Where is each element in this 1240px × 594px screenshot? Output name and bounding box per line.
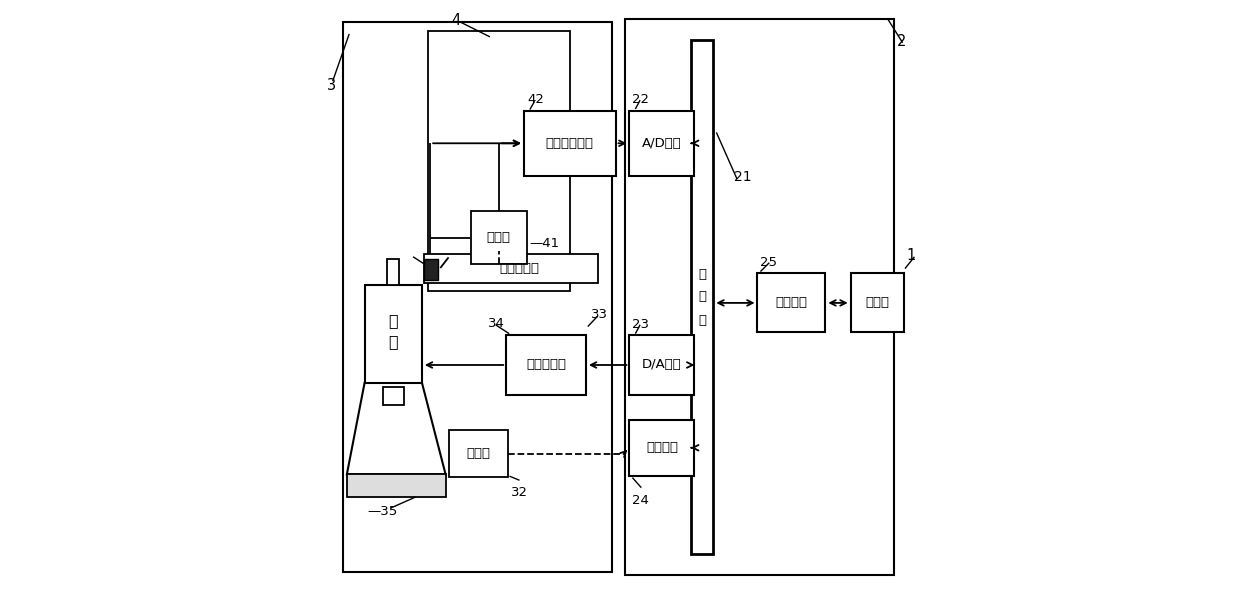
Text: —41: —41 (529, 237, 560, 250)
Text: A/D转换: A/D转换 (642, 137, 682, 150)
Text: 应变片: 应变片 (487, 232, 511, 244)
Text: 电机驱动器: 电机驱动器 (526, 359, 567, 371)
Text: 23: 23 (632, 318, 650, 331)
Text: 2: 2 (897, 34, 906, 49)
Polygon shape (347, 383, 445, 475)
Bar (347, 475, 445, 497)
Bar (424, 254, 598, 283)
Text: 42: 42 (527, 93, 544, 106)
Text: 4: 4 (451, 13, 461, 28)
Text: 电
机: 电 机 (388, 313, 398, 349)
Text: 上位机: 上位机 (866, 296, 889, 309)
Bar (506, 336, 587, 394)
Bar (758, 273, 826, 333)
Text: 柔性机械臂: 柔性机械臂 (500, 262, 539, 275)
Text: 32: 32 (511, 486, 528, 499)
Bar (630, 110, 694, 176)
Text: 22: 22 (632, 93, 650, 106)
Text: 电压放大模块: 电压放大模块 (546, 137, 594, 150)
Text: 21: 21 (734, 170, 751, 184)
Bar (625, 19, 894, 575)
Text: 34: 34 (489, 317, 506, 330)
Text: 1: 1 (906, 248, 916, 263)
Text: 编码器: 编码器 (466, 447, 490, 460)
Bar (365, 285, 422, 383)
Bar (343, 22, 613, 572)
Text: —35: —35 (367, 505, 398, 518)
Text: 3: 3 (327, 78, 336, 93)
Bar (387, 258, 399, 285)
Bar (525, 110, 615, 176)
Text: 25: 25 (760, 255, 777, 268)
Bar (691, 40, 713, 554)
Bar (471, 211, 527, 264)
Bar (449, 430, 507, 478)
Bar (383, 387, 404, 405)
Bar (428, 31, 569, 291)
Text: 31: 31 (424, 258, 440, 271)
Text: 33: 33 (590, 308, 608, 321)
Text: 24: 24 (632, 494, 650, 507)
Bar (424, 259, 439, 280)
Text: 串口通信: 串口通信 (775, 296, 807, 309)
Text: 信号处理: 信号处理 (646, 441, 678, 454)
Text: D/A转换: D/A转换 (642, 359, 682, 371)
Bar (630, 336, 694, 394)
Text: 控
制
卡: 控 制 卡 (698, 267, 706, 327)
Bar (851, 273, 904, 333)
Bar (630, 420, 694, 476)
